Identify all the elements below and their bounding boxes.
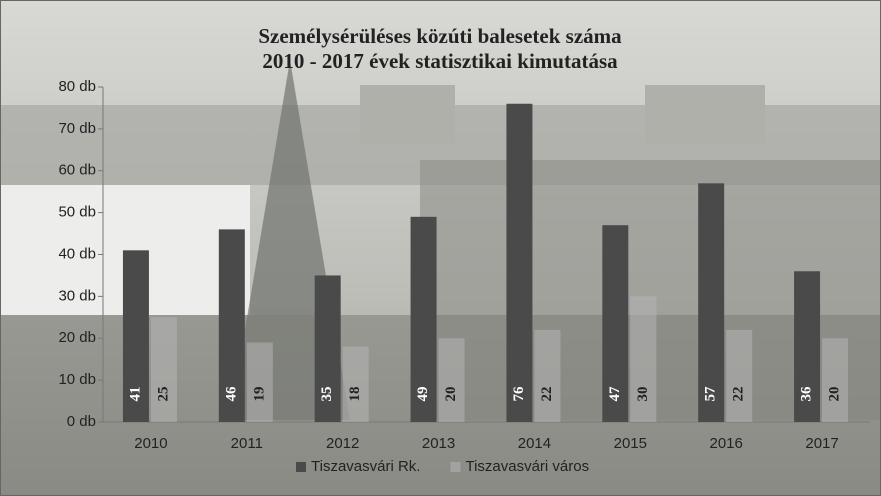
legend-swatch	[450, 462, 461, 472]
data-label: 19	[251, 387, 267, 402]
y-tick-label: 0 db	[67, 413, 96, 430]
bar	[150, 317, 177, 422]
data-label: 46	[223, 386, 239, 402]
bar	[794, 271, 821, 422]
data-label: 20	[827, 387, 843, 402]
legend-label: Tiszavasvári város	[465, 458, 589, 475]
data-label: 22	[731, 387, 747, 402]
bar	[726, 329, 753, 422]
data-label: 57	[703, 386, 719, 402]
y-tick-label: 70 db	[58, 120, 96, 137]
x-tick-label: 2017	[805, 435, 838, 452]
bar	[506, 103, 533, 422]
y-tick-label: 50 db	[58, 204, 96, 221]
bar	[410, 216, 437, 422]
chart-title: Személysérüléses közúti balesetek száma	[258, 24, 622, 48]
bar	[218, 229, 245, 422]
bar	[342, 346, 369, 422]
bar	[698, 183, 725, 422]
y-tick-label: 30 db	[58, 287, 96, 304]
data-label: 76	[511, 386, 527, 402]
data-label: 41	[127, 387, 143, 402]
y-tick-label: 40 db	[58, 245, 96, 262]
data-label: 30	[635, 387, 651, 402]
x-tick-label: 2012	[326, 435, 359, 452]
bar	[122, 250, 149, 422]
y-tick-label: 60 db	[58, 162, 96, 179]
bar	[246, 342, 273, 422]
y-tick-label: 80 db	[58, 78, 96, 95]
bar	[602, 225, 629, 422]
data-label: 25	[155, 387, 171, 402]
data-label: 49	[415, 387, 431, 402]
x-tick-label: 2016	[710, 435, 743, 452]
x-tick-label: 2011	[231, 435, 263, 452]
legend-swatch	[296, 462, 306, 472]
x-tick-label: 2014	[518, 435, 551, 452]
data-label: 35	[319, 387, 335, 402]
y-tick-label: 10 db	[58, 371, 96, 388]
data-label: 20	[443, 387, 459, 402]
bar	[630, 296, 657, 422]
x-tick-label: 2013	[422, 435, 455, 452]
x-tick-label: 2010	[134, 435, 167, 452]
bar	[438, 338, 465, 422]
y-tick-label: 20 db	[58, 329, 96, 346]
legend-label: Tiszavasvári Rk.	[311, 458, 420, 475]
bar	[314, 275, 341, 422]
chart-subtitle: 2010 - 2017 évek statisztikai kimutatása	[262, 49, 618, 73]
data-label: 18	[347, 387, 363, 402]
x-tick-label: 2015	[614, 435, 647, 452]
bar	[822, 338, 849, 422]
data-label: 47	[607, 386, 623, 402]
data-label: 36	[799, 386, 815, 402]
data-label: 22	[539, 387, 555, 402]
bar	[534, 329, 561, 422]
